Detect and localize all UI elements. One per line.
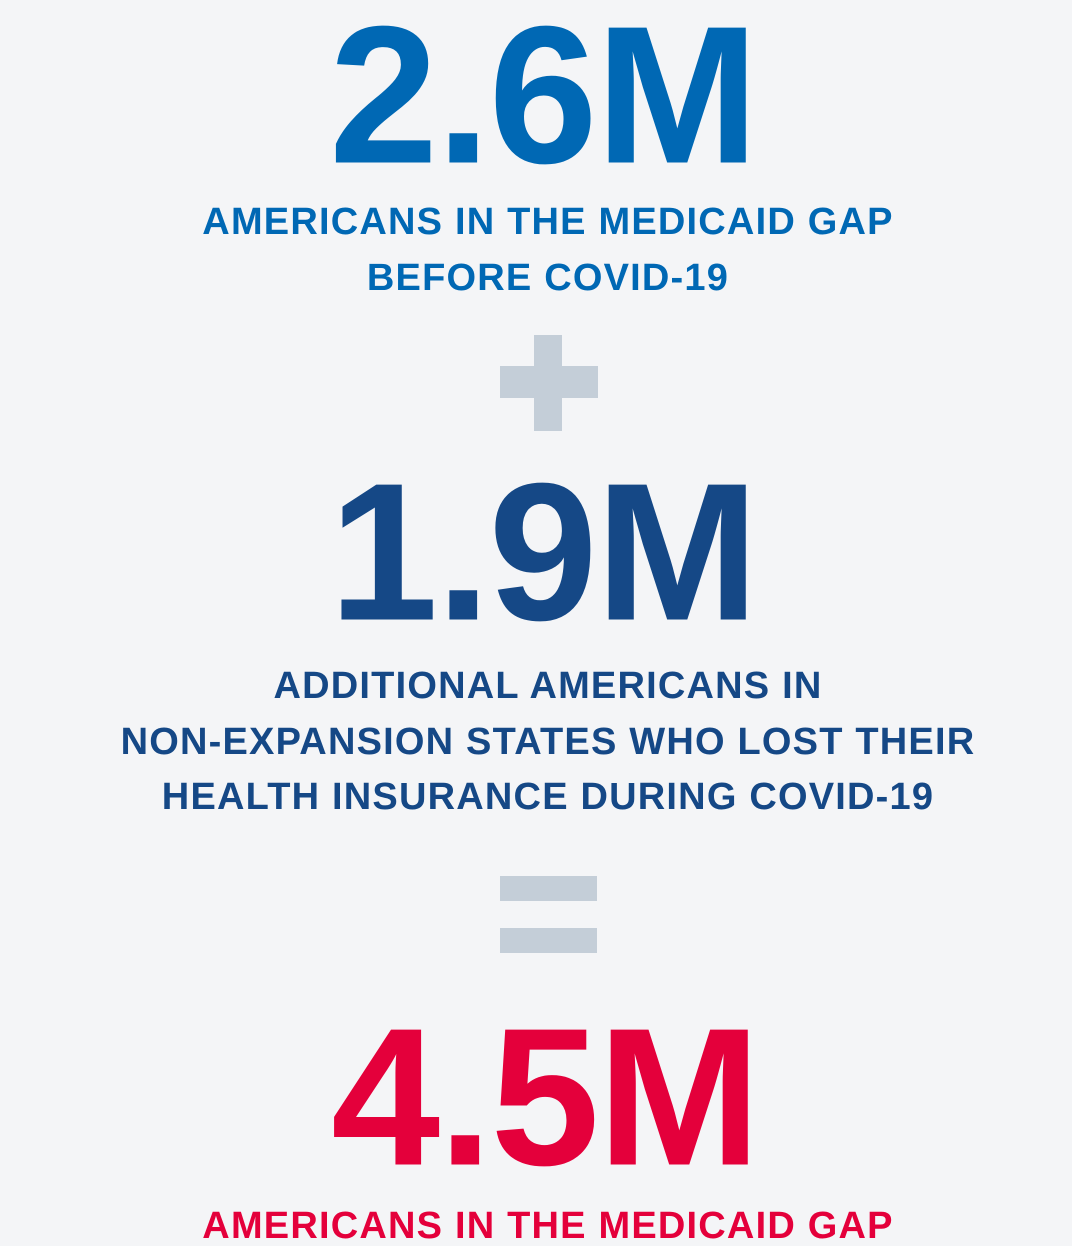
label-line: AMERICANS IN THE MEDICAID GAP bbox=[202, 201, 893, 243]
equals-sign bbox=[500, 876, 597, 953]
label-line: AMERICANS IN THE MEDICAID GAP bbox=[202, 1205, 893, 1246]
equals-bar bbox=[500, 876, 597, 901]
equals-bar bbox=[500, 928, 597, 953]
plus-horizontal bbox=[500, 366, 598, 398]
plus-sign bbox=[500, 335, 598, 431]
label-line: BEFORE COVID-19 bbox=[367, 257, 729, 299]
label-line: ADDITIONAL AMERICANS IN bbox=[273, 665, 822, 707]
label-line: HEALTH INSURANCE DURING COVID-19 bbox=[162, 776, 934, 818]
big-number: 1.9M bbox=[329, 443, 757, 662]
label-line: NON-EXPANSION STATES WHO LOST THEIR bbox=[121, 721, 976, 763]
big-number: 2.6M bbox=[329, 0, 757, 205]
big-number: 4.5M bbox=[331, 988, 759, 1207]
